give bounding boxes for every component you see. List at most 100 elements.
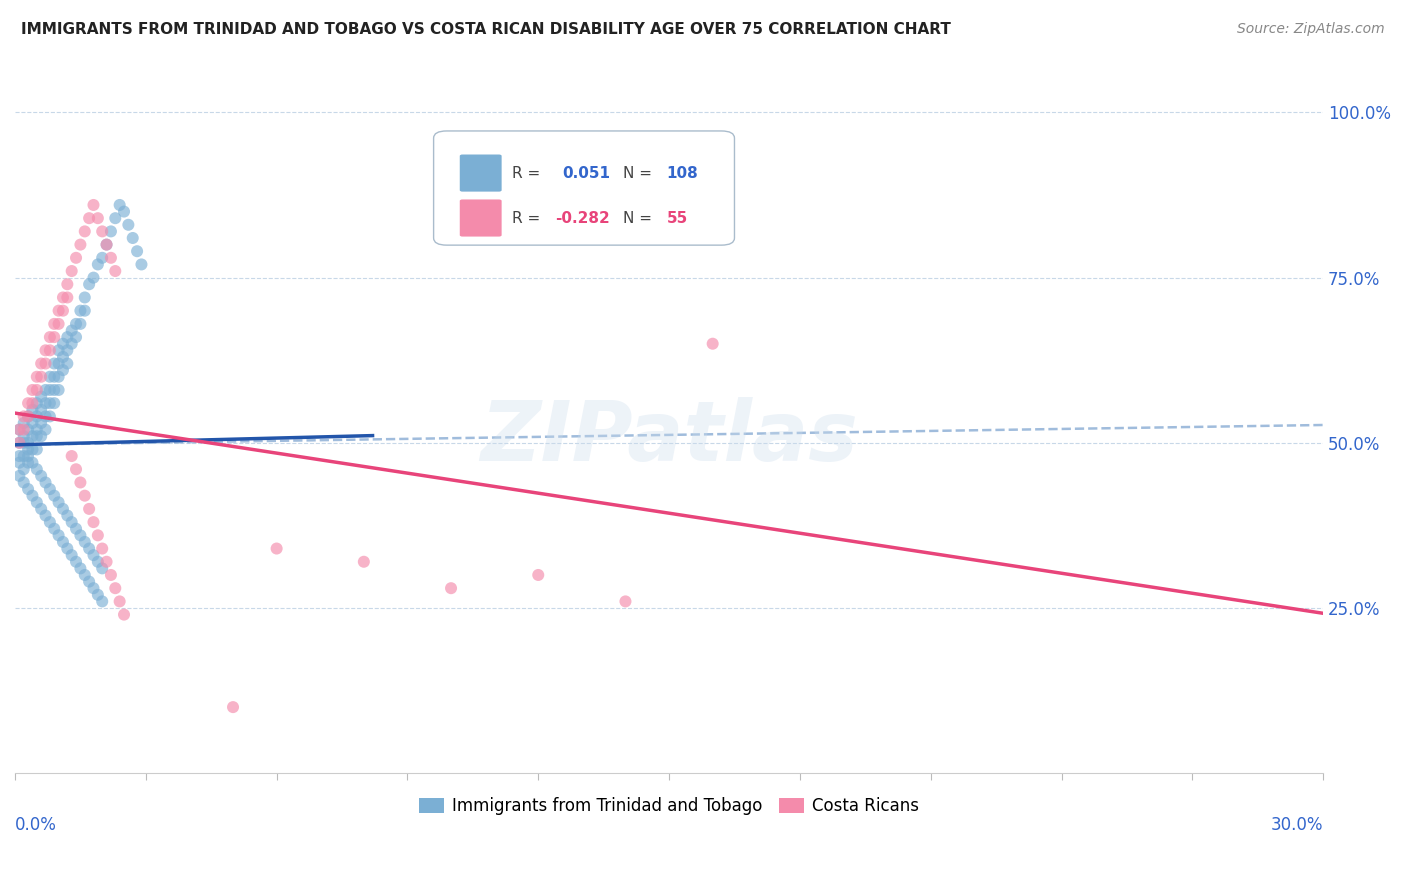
Point (21, 396, 44, 410)
Point (34, 383, 56, 397)
Point (73, 224, 96, 238)
Point (87, 257, 110, 271)
Text: ZIPatlas: ZIPatlas (479, 397, 858, 478)
Point (104, 581, 127, 595)
Point (38, 409, 60, 424)
Point (614, 594, 637, 608)
Point (13, 475, 35, 490)
Point (77, 541, 100, 556)
Point (104, 211, 127, 226)
Point (96, 237, 118, 252)
Point (266, 541, 288, 556)
Point (112, 204, 135, 219)
Point (65, 555, 87, 569)
Point (17, 482, 39, 496)
Point (91, 224, 114, 238)
Point (69, 561, 91, 575)
Point (69, 303, 91, 318)
Text: 0.0%: 0.0% (15, 816, 56, 834)
Point (69, 475, 91, 490)
Point (17, 456, 39, 470)
Point (13, 435, 35, 450)
Point (38, 383, 60, 397)
Point (56, 277, 79, 292)
Point (82, 581, 104, 595)
Point (30, 402, 52, 417)
Point (100, 251, 122, 265)
Point (17, 409, 39, 424)
Point (30, 390, 52, 404)
Point (48, 383, 70, 397)
Legend: Immigrants from Trinidad and Tobago, Costa Ricans: Immigrants from Trinidad and Tobago, Cos… (412, 790, 927, 822)
Point (69, 237, 91, 252)
Point (17, 409, 39, 424)
Point (60, 324, 83, 338)
Point (13, 416, 35, 430)
Point (65, 317, 87, 331)
Point (44, 489, 66, 503)
Point (52, 303, 75, 318)
Point (100, 568, 122, 582)
Text: IMMIGRANTS FROM TRINIDAD AND TOBAGO VS COSTA RICAN DISABILITY AGE OVER 75 CORREL: IMMIGRANTS FROM TRINIDAD AND TOBAGO VS C… (21, 22, 950, 37)
Point (60, 336, 83, 351)
Point (73, 303, 96, 318)
Point (73, 290, 96, 304)
Point (131, 257, 153, 271)
Point (8, 435, 31, 450)
Point (25, 369, 48, 384)
Point (60, 449, 83, 463)
Point (25, 396, 48, 410)
Point (117, 218, 139, 232)
Point (112, 607, 135, 622)
Point (34, 475, 56, 490)
Point (30, 468, 52, 483)
Point (56, 343, 79, 358)
Point (8, 456, 31, 470)
Text: R =: R = (512, 211, 540, 226)
Point (91, 594, 114, 608)
Text: R =: R = (512, 166, 540, 180)
Point (69, 317, 91, 331)
Point (108, 198, 131, 212)
Point (44, 383, 66, 397)
Point (82, 548, 104, 562)
Point (91, 541, 114, 556)
Point (17, 396, 39, 410)
Point (21, 416, 44, 430)
Point (82, 198, 104, 212)
Point (30, 369, 52, 384)
FancyBboxPatch shape (460, 200, 502, 236)
Point (52, 350, 75, 364)
Point (30, 357, 52, 371)
Point (48, 317, 70, 331)
Point (82, 515, 104, 529)
Point (87, 211, 110, 226)
FancyBboxPatch shape (460, 154, 502, 192)
Point (17, 442, 39, 457)
Point (13, 423, 35, 437)
Point (65, 330, 87, 344)
Point (34, 409, 56, 424)
Point (17, 449, 39, 463)
Point (52, 502, 75, 516)
Point (56, 330, 79, 344)
Point (87, 555, 110, 569)
Point (48, 369, 70, 384)
Point (82, 270, 104, 285)
Point (87, 588, 110, 602)
Point (8, 449, 31, 463)
Point (44, 522, 66, 536)
Point (73, 535, 96, 549)
Point (21, 442, 44, 457)
Point (100, 224, 122, 238)
Point (25, 429, 48, 443)
Text: 0.051: 0.051 (562, 166, 610, 180)
Point (25, 462, 48, 476)
Point (30, 502, 52, 516)
Point (8, 423, 31, 437)
Point (440, 581, 463, 595)
Point (25, 423, 48, 437)
Point (353, 555, 375, 569)
Text: N =: N = (623, 166, 652, 180)
Point (73, 489, 96, 503)
